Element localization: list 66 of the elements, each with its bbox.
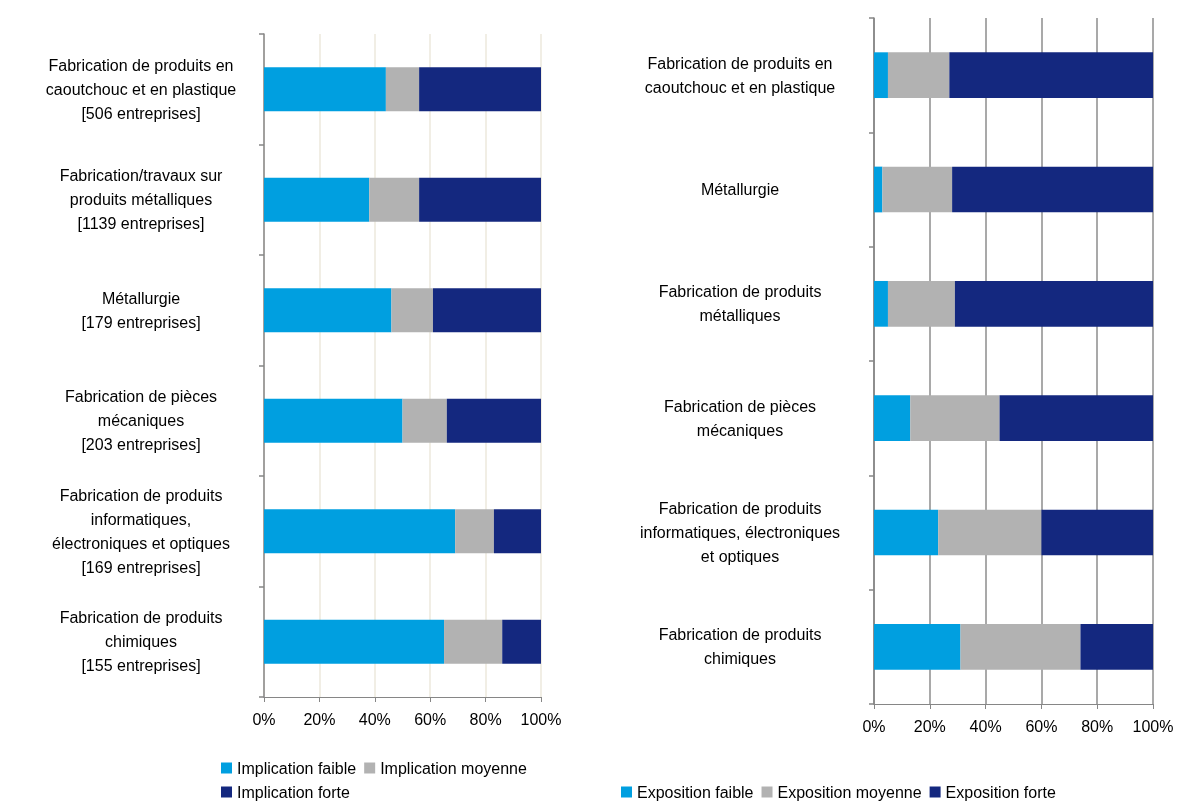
bar (444, 619, 503, 664)
bar (952, 166, 1153, 213)
legend-label: Exposition faible (637, 783, 754, 801)
bar (874, 52, 888, 99)
bar (999, 395, 1153, 442)
x-tick-label: 60% (1025, 717, 1058, 735)
y-tick-label: Fabrication/travaux sur produits métalliques [1139 entreprises] (59, 167, 224, 233)
y-tick-label: Fabrication de produits en caoutchouc et en plastique (644, 54, 836, 96)
bar (874, 166, 883, 213)
bar (960, 623, 1081, 670)
x-tick-label: 80% (469, 710, 502, 728)
bar (385, 67, 420, 112)
x-tick-label: 100% (1132, 717, 1174, 735)
legend-label: Implication faible (237, 759, 357, 777)
y-tick-label: Fabrication de produits chimiques [155 entreprises] (59, 609, 223, 675)
bar (949, 52, 1153, 99)
x-tick-label: 20% (303, 710, 336, 728)
bar (391, 288, 433, 333)
bar (369, 177, 420, 222)
bar (432, 288, 541, 333)
bar (1080, 623, 1153, 670)
bar (264, 398, 403, 443)
bar (446, 398, 541, 443)
bar (938, 509, 1042, 556)
bar (264, 619, 445, 664)
x-tick-label: 20% (913, 717, 946, 735)
bar (264, 177, 370, 222)
bar (910, 395, 1000, 442)
bar (419, 67, 541, 112)
x-tick-label: 100% (520, 710, 562, 728)
legend-label: Exposition forte (945, 783, 1056, 801)
bar (264, 67, 386, 112)
y-tick-label: Fabrication de produits en caoutchouc et en plastique [506 entreprises] (45, 56, 237, 122)
x-tick-label: 40% (358, 710, 391, 728)
y-tick-label: Métallurgie [179 entreprises] (81, 289, 201, 331)
y-tick-label: Fabrication de produits chimiques (658, 626, 822, 668)
bar (874, 395, 911, 442)
bar (502, 619, 541, 664)
x-tick-label: 80% (1081, 717, 1114, 735)
bar (402, 398, 447, 443)
bar (874, 509, 939, 556)
bar (874, 623, 961, 670)
bar (264, 288, 392, 333)
y-tick-label: Fabrication de pièces mécaniques (663, 397, 817, 439)
y-tick-label: Métallurgie (700, 181, 780, 198)
bar (874, 280, 888, 327)
y-tick-label: Fabrication de pièces mécaniques [203 entreprises] (64, 388, 218, 454)
y-tick-label: Fabrication de produits informatiques, électroniques et optiques [169 entreprises] (52, 486, 230, 576)
bar (1041, 509, 1153, 556)
bar (954, 280, 1153, 327)
bar (882, 166, 953, 213)
y-tick-label: Fabrication de produits métalliques (658, 283, 822, 325)
legend-label: Exposition moyenne (777, 783, 922, 801)
x-tick-label: 40% (969, 717, 1002, 735)
legend-label: Implication moyenne (380, 759, 528, 777)
bar (455, 509, 494, 554)
bar (887, 280, 955, 327)
x-tick-label: 0% (862, 717, 886, 735)
bar (493, 509, 541, 554)
bar (419, 177, 541, 222)
x-tick-label: 60% (414, 710, 447, 728)
x-tick-label: 0% (252, 710, 276, 728)
y-tick-label: Fabrication de produits informatiques, électroniques et optiques (639, 500, 841, 565)
bar (264, 509, 456, 554)
legend-label: Implication forte (237, 783, 351, 801)
bar (887, 52, 950, 99)
